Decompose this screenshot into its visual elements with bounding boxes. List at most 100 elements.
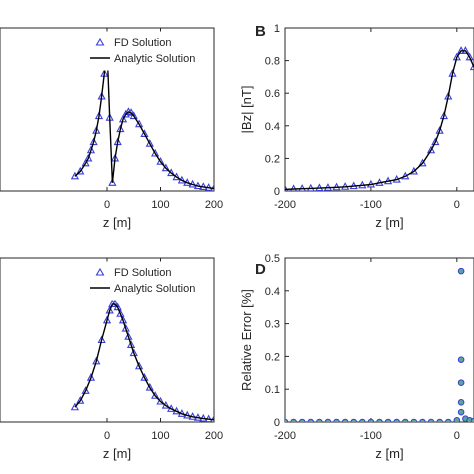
error-point-d — [324, 418, 332, 422]
x-tick-label-c: 0 — [104, 430, 110, 442]
analytic-line-a — [74, 47, 214, 190]
fd-marker-c — [121, 323, 130, 332]
error-point-d — [444, 418, 452, 422]
x-axis-label-c: z [m] — [103, 446, 131, 461]
fd-marker-c — [124, 332, 133, 340]
fd-marker-a — [129, 111, 138, 120]
error-point-d — [307, 418, 315, 422]
legend-analytic-label-a: Analytic Solution — [114, 53, 195, 65]
error-point-d — [410, 418, 418, 422]
error-point-d — [401, 418, 409, 422]
fd-marker-c — [134, 361, 144, 370]
fd-marker-a — [134, 119, 144, 128]
error-point-d — [350, 418, 358, 422]
legend-fd-label-a: FD Solution — [114, 37, 171, 49]
y-tick-label-b: 0.4 — [265, 121, 280, 133]
plot-area-a — [70, 42, 214, 191]
fd-marker-a — [140, 129, 149, 137]
fd-marker-a — [84, 153, 93, 162]
error-point-d — [359, 418, 366, 422]
fd-marker-c — [129, 348, 138, 357]
fd-marker-c — [151, 391, 160, 399]
error-point-d — [427, 418, 435, 422]
x-tick-label-a: 200 — [205, 199, 223, 211]
error-point-d — [393, 418, 400, 422]
y-tick-label-d: 0 — [274, 417, 280, 429]
fd-marker-a — [145, 139, 154, 147]
analytic-line-b — [285, 50, 474, 191]
plot-area-d — [285, 267, 474, 422]
plot-area-c — [70, 299, 214, 422]
y-axis-label-b: |Bz| [nT] — [239, 86, 254, 134]
fd-marker-c — [81, 386, 90, 394]
y-tick-label-d: 0.4 — [265, 286, 280, 298]
fd-marker-a — [161, 163, 170, 172]
y-axis-label-d: Relative Error [%] — [239, 289, 254, 391]
axes-frame-b — [284, 27, 474, 192]
fd-marker-c — [86, 373, 96, 381]
error-point-d — [436, 418, 443, 422]
fd-marker-b — [409, 166, 418, 175]
legend-box-a — [85, 31, 211, 71]
fd-marker-b — [439, 111, 449, 120]
y-tick-label-d: 0.2 — [265, 351, 280, 363]
error-point-d — [470, 417, 474, 422]
error-point-d — [290, 418, 297, 422]
fd-marker-a — [156, 156, 165, 165]
plot-area-b — [285, 46, 474, 191]
y-tick-label-b: 0.6 — [265, 88, 280, 100]
fd-marker-b — [418, 158, 427, 167]
legend-fd-label-c: FD Solution — [114, 267, 171, 279]
panel-c: 0 100 200 z [m] FD Solution Analytic Solution — [0, 257, 223, 461]
panel-letter-b: B — [255, 23, 266, 40]
fd-marker-a — [151, 148, 160, 157]
x-tick-label-d: -100 — [360, 430, 382, 442]
fd-marker-b — [426, 145, 436, 154]
panel-a: 0 100 200 z [m] FD Solution Analytic Solution — [0, 27, 223, 230]
error-point-d — [341, 418, 349, 422]
y-tick-label-d: 0.5 — [265, 253, 280, 265]
fd-marker-c — [118, 315, 128, 324]
x-tick-label-c: 200 — [205, 430, 223, 442]
error-point-d — [457, 399, 465, 406]
x-tick-label-b: -200 — [274, 199, 296, 211]
x-tick-label-a: 0 — [104, 199, 110, 211]
y-tick-label-b: 0 — [274, 186, 280, 198]
fd-marker-a — [121, 109, 130, 118]
error-point-d — [285, 418, 289, 422]
fd-marker-a — [76, 166, 85, 175]
x-tick-label-c: 100 — [151, 430, 169, 442]
error-point-d — [457, 356, 465, 363]
legend-analytic-label-c: Analytic Solution — [114, 283, 195, 295]
fd-marker-a — [89, 137, 98, 146]
y-tick-label-b: 0.8 — [265, 56, 280, 68]
error-point-d — [333, 418, 340, 422]
fd-marker-c — [92, 356, 101, 365]
panel-letter-d: D — [255, 261, 266, 278]
error-point-d — [316, 418, 323, 422]
fd-marker-c — [126, 340, 136, 348]
error-point-d — [376, 418, 383, 422]
legend-fd-marker-c — [95, 267, 105, 276]
fd-marker-a — [86, 145, 96, 154]
fd-marker-c — [76, 396, 85, 404]
x-axis-label-d: z [m] — [375, 446, 403, 461]
error-point-d — [419, 418, 426, 422]
x-tick-label-b: -100 — [360, 199, 382, 211]
x-tick-label-b: 0 — [454, 199, 460, 211]
fd-marker-a — [108, 178, 117, 186]
error-point-d — [298, 418, 306, 422]
x-axis-label-a: z [m] — [103, 215, 131, 230]
x-tick-label-a: 100 — [151, 199, 169, 211]
axes-frame-d — [284, 257, 474, 423]
legend-fd-marker-a — [95, 37, 105, 46]
error-point-d — [384, 418, 392, 422]
fd-marker-c — [70, 402, 80, 411]
fd-marker-c — [116, 309, 125, 317]
fd-marker-c — [140, 373, 149, 381]
fd-marker-b — [469, 62, 474, 71]
fd-marker-c — [113, 302, 122, 311]
error-point-d — [457, 408, 465, 416]
fd-marker-b — [435, 126, 444, 134]
